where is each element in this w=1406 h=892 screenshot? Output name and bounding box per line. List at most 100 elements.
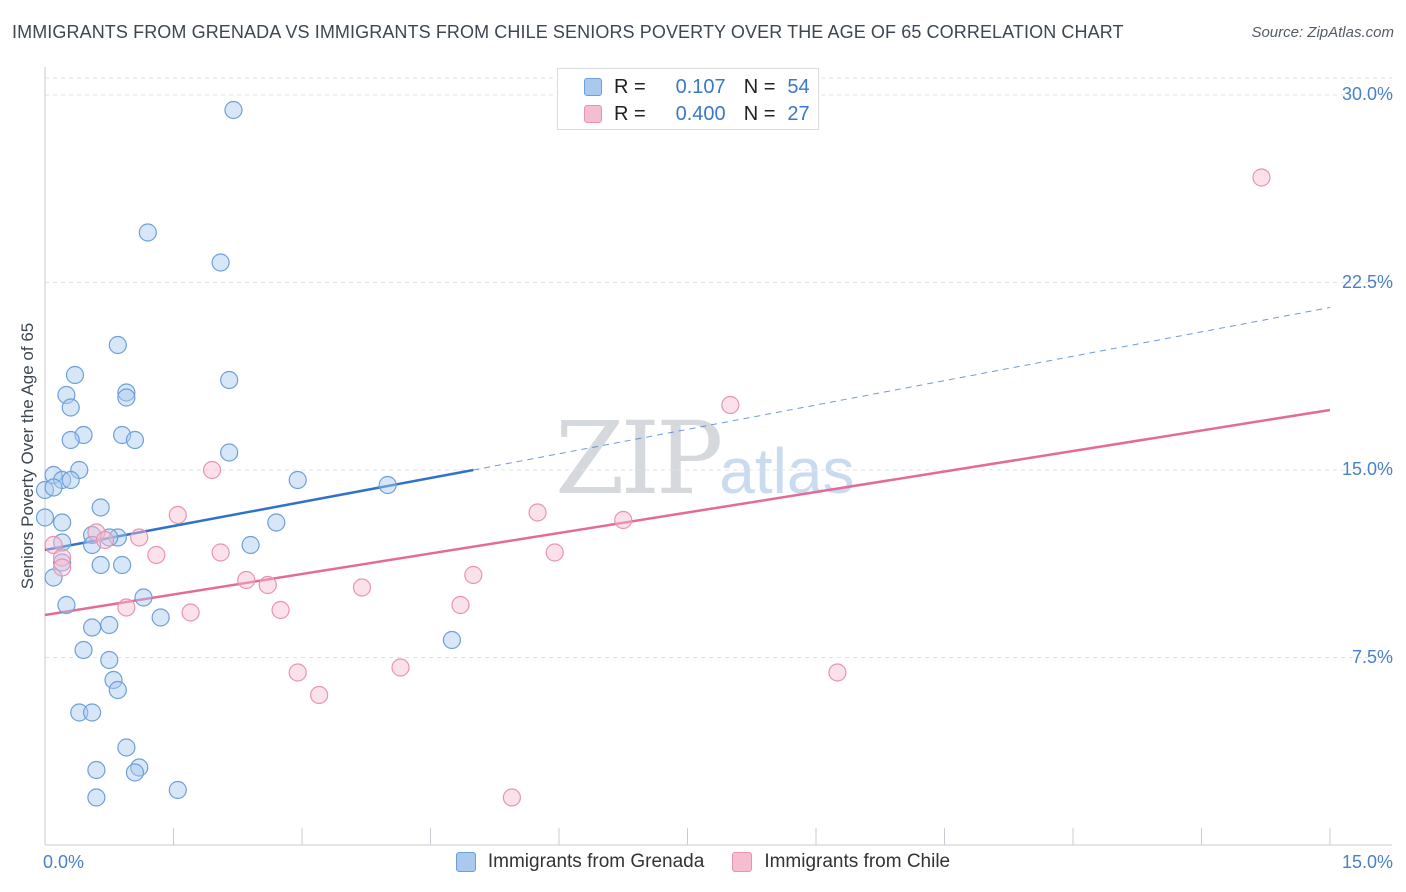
grenada-point bbox=[378, 475, 397, 495]
chile-point bbox=[502, 788, 521, 807]
y-tick-label: 15.0% bbox=[1341, 459, 1393, 479]
chile-point bbox=[721, 395, 740, 415]
chile-point bbox=[310, 685, 329, 705]
chile-point bbox=[147, 545, 166, 565]
watermark-atlas: atlas bbox=[719, 435, 855, 507]
grenada-point bbox=[61, 398, 80, 417]
series-legend-chile: Immigrants from Chile bbox=[732, 851, 950, 873]
y-tick-label: 7.5% bbox=[1351, 646, 1393, 667]
trend-layer bbox=[44, 307, 1331, 617]
grenada-point bbox=[125, 430, 145, 450]
grenada-point bbox=[241, 535, 260, 555]
chile-point bbox=[130, 528, 149, 547]
chile-point bbox=[352, 578, 372, 597]
legend-n-label: N = bbox=[743, 102, 776, 125]
grenada-point bbox=[117, 383, 136, 402]
y-axis-title: Seniors Poverty Over the Age of 65 bbox=[18, 322, 37, 590]
grenada-point bbox=[53, 553, 72, 572]
x-tick-label-max: 15.0% bbox=[1341, 852, 1393, 872]
grenada-point bbox=[108, 335, 127, 355]
grenada-point bbox=[57, 595, 76, 615]
chart-title: IMMIGRANTS FROM GRENADA VS IMMIGRANTS FR… bbox=[12, 22, 1124, 42]
chile-point bbox=[258, 575, 277, 595]
x-tick-label-min: 0.0% bbox=[43, 852, 85, 872]
grenada-point bbox=[61, 430, 80, 450]
grenada-point bbox=[100, 615, 119, 635]
chile-point bbox=[1252, 168, 1271, 187]
grenada-point bbox=[108, 680, 127, 700]
correlation-legend: R = 0.107 N = 54 R = 0.400 N = 27 bbox=[557, 68, 819, 130]
grenada-point bbox=[117, 738, 136, 757]
grenada-point bbox=[87, 788, 106, 807]
series-legend: Immigrants from Grenada Immigrants from … bbox=[0, 851, 1406, 873]
grenada-point bbox=[87, 760, 106, 780]
chile-trend-line bbox=[44, 408, 1331, 617]
chile-point bbox=[237, 570, 256, 590]
legend-r-value-chile: 0.400 bbox=[675, 102, 726, 125]
grenada-point bbox=[267, 513, 286, 532]
grenada-point bbox=[220, 443, 239, 462]
grenada-point bbox=[61, 470, 80, 490]
grenada-point bbox=[288, 470, 307, 490]
grenada-trend-line bbox=[44, 468, 474, 552]
series-legend-grenada: Immigrants from Grenada bbox=[455, 851, 705, 873]
legend-swatch-chile bbox=[584, 105, 602, 123]
grenada-point bbox=[44, 465, 63, 485]
series-label-chile: Immigrants from Chile bbox=[764, 851, 951, 872]
grenada-point bbox=[211, 253, 230, 272]
grenada-point bbox=[53, 513, 72, 532]
grenada-point bbox=[138, 223, 157, 242]
legend-swatch-grenada bbox=[584, 78, 602, 96]
grenada-point bbox=[134, 588, 153, 607]
legend-n-label: N = bbox=[743, 75, 776, 98]
chile-point bbox=[545, 543, 564, 562]
chile-point bbox=[117, 598, 136, 617]
legend-row-chile: R = 0.400 N = 27 bbox=[584, 99, 810, 129]
grenada-point bbox=[112, 555, 132, 575]
grenada-point bbox=[220, 370, 239, 390]
chile-point bbox=[391, 658, 410, 677]
grenada-point bbox=[70, 703, 89, 722]
chile-point bbox=[211, 543, 230, 562]
chile-point bbox=[168, 505, 187, 525]
legend-row-grenada: R = 0.107 N = 54 bbox=[584, 72, 810, 102]
grenada-point bbox=[74, 640, 93, 660]
grenada-point bbox=[83, 703, 102, 722]
chile-point bbox=[451, 595, 470, 615]
legend-r-value-grenada: 0.107 bbox=[675, 75, 726, 98]
series-swatch-chile bbox=[732, 852, 753, 872]
grenada-point bbox=[35, 508, 55, 527]
grenada-point bbox=[224, 100, 243, 120]
chile-point bbox=[528, 503, 547, 522]
axis-layer bbox=[44, 67, 1392, 846]
grenada-point bbox=[91, 498, 110, 517]
y-tick-label: 22.5% bbox=[1341, 271, 1393, 292]
grenada-point bbox=[44, 478, 63, 497]
grenada-trend-extension bbox=[473, 307, 1331, 471]
chile-point bbox=[95, 530, 115, 550]
chile-point bbox=[44, 535, 63, 555]
grenada-point bbox=[168, 780, 187, 800]
chile-point bbox=[614, 510, 633, 530]
chile-point bbox=[53, 558, 72, 577]
grenada-point bbox=[104, 670, 123, 690]
chile-point bbox=[181, 603, 200, 622]
legend-r-label: R = bbox=[614, 102, 646, 125]
points-layer bbox=[35, 100, 1271, 807]
chile-point bbox=[53, 548, 72, 567]
grenada-point bbox=[117, 388, 136, 407]
legend-n-value-grenada: 54 bbox=[787, 75, 810, 98]
chile-point bbox=[271, 600, 290, 620]
grenada-point bbox=[91, 555, 110, 575]
grid-layer bbox=[45, 77, 1392, 658]
chile-point bbox=[464, 565, 483, 585]
chart-source: Source: ZipAtlas.com bbox=[1251, 24, 1394, 41]
grenada-point bbox=[83, 618, 102, 637]
grenada-point bbox=[100, 650, 119, 670]
watermark-zip: ZIP bbox=[555, 400, 723, 517]
series-label-grenada: Immigrants from Grenada bbox=[487, 851, 705, 872]
y-tick-label: 30.0% bbox=[1341, 84, 1393, 104]
legend-n-value-chile: 27 bbox=[787, 102, 810, 125]
grenada-point bbox=[125, 763, 145, 782]
